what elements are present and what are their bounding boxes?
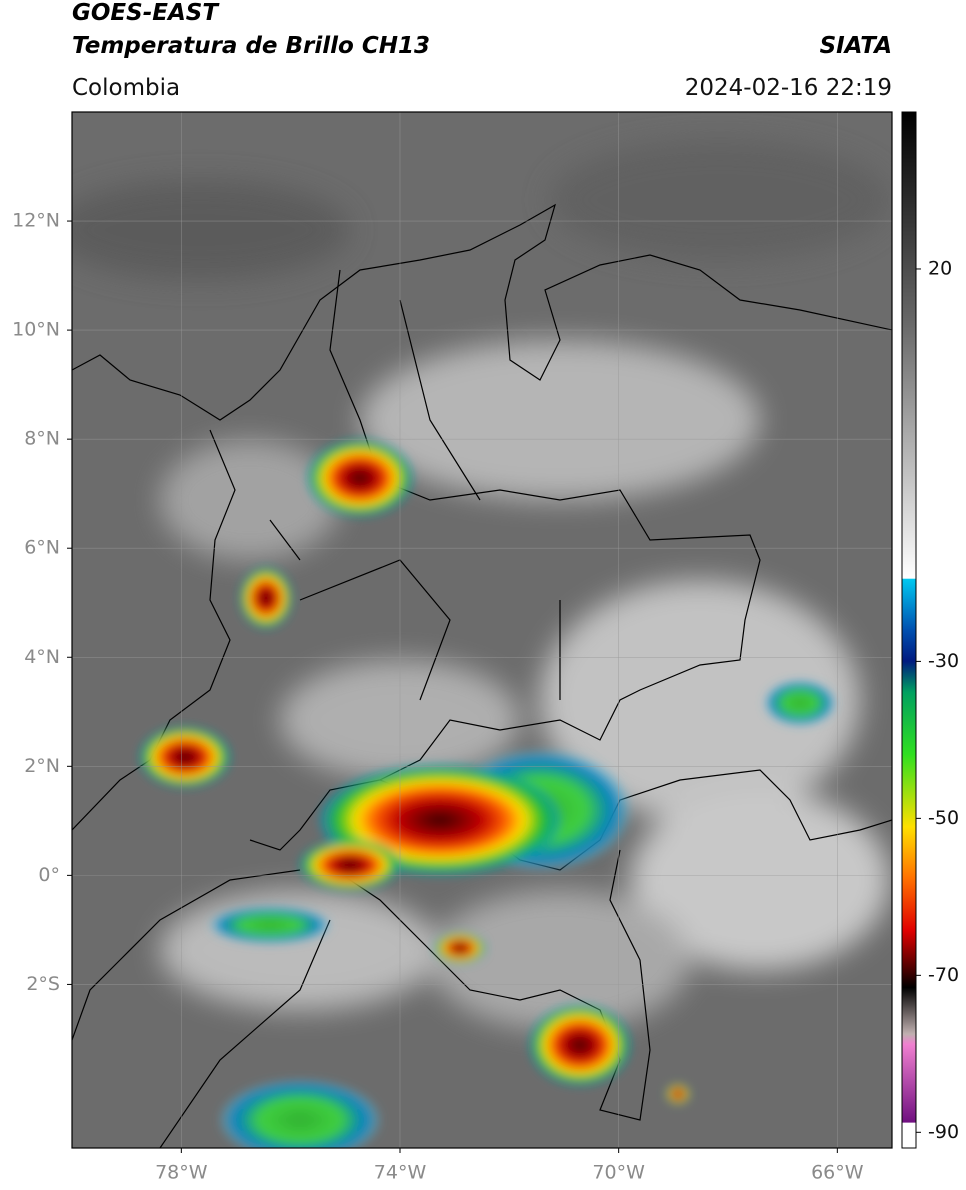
y-tick-label: 2°S [26,973,60,995]
brand: SIATA [820,33,892,59]
y-tick-label: 4°N [24,646,60,668]
colorbar [901,111,917,1149]
colorbar-tick-label: -70 [928,964,959,986]
y-tick-label: 0° [38,864,60,886]
x-tick-label: 66°W [811,1162,864,1184]
y-tick-label: 6°N [24,537,60,559]
colorbar-tick-label: -90 [928,1121,959,1143]
x-tick-label: 78°W [155,1162,208,1184]
colorbar-tick-label: -50 [928,807,959,829]
map-frame [71,111,893,1149]
colorbar-tick-label: 20 [928,257,952,279]
title: GOES-EAST [72,0,220,26]
x-tick-label: 74°W [374,1162,427,1184]
y-tick-label: 12°N [12,210,60,232]
y-tick-label: 10°N [12,319,60,341]
x-tick-label: 70°W [592,1162,645,1184]
region: Colombia [72,75,180,101]
subtitle: Temperatura de Brillo CH13 [72,33,430,59]
satellite-image [72,112,892,1148]
y-tick-label: 2°N [24,755,60,777]
datetime: 2024-02-16 22:19 [685,75,892,101]
colorbar-tick-label: -30 [928,650,959,672]
y-tick-label: 8°N [24,428,60,450]
